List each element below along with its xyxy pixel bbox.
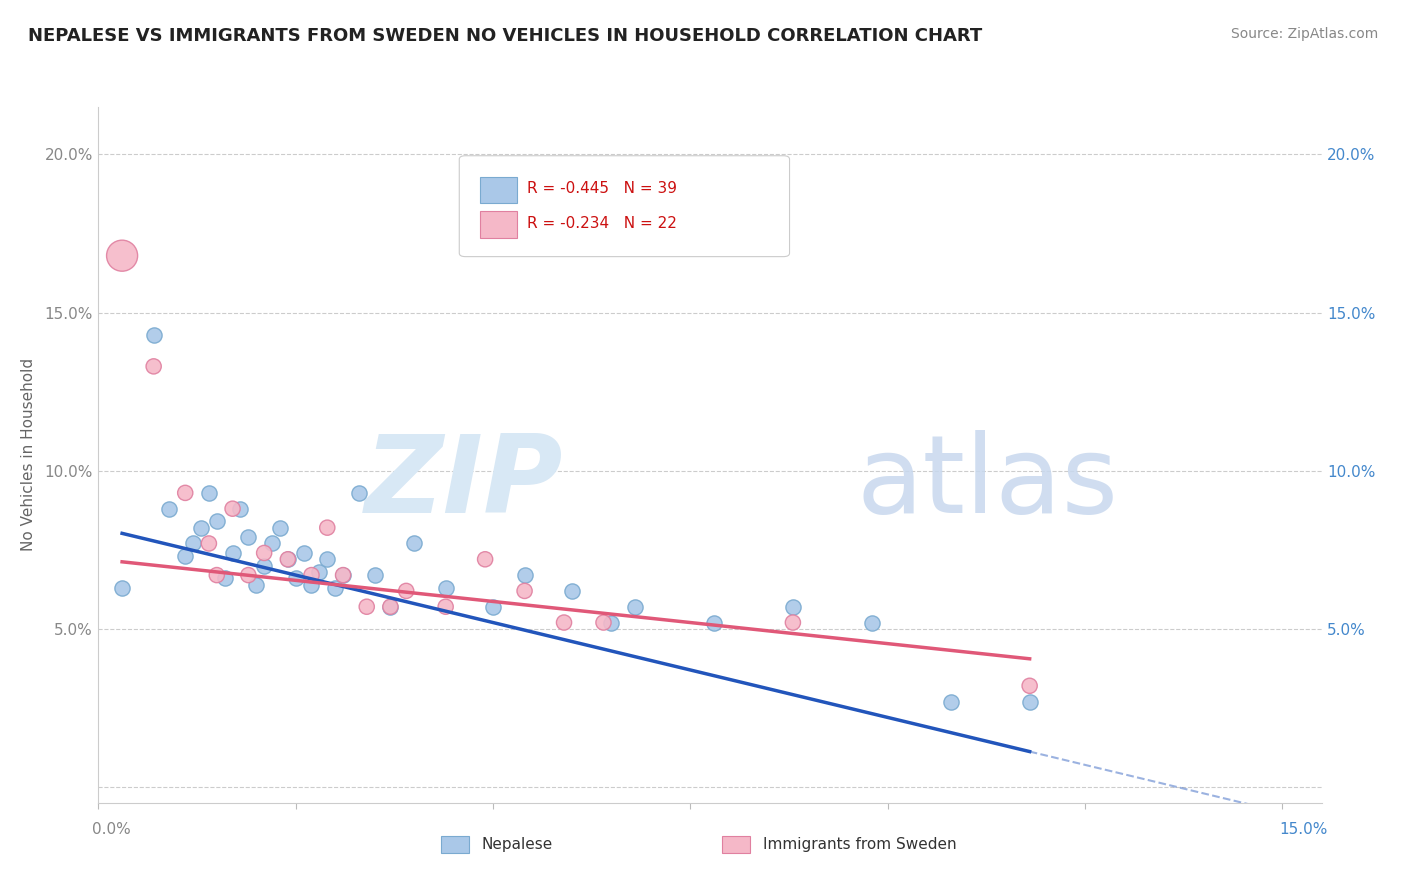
Point bbox=[111, 249, 134, 263]
Point bbox=[269, 521, 291, 535]
Point bbox=[142, 327, 165, 342]
Point bbox=[198, 536, 221, 550]
Point bbox=[205, 568, 228, 582]
Point bbox=[363, 568, 385, 582]
Point bbox=[474, 552, 496, 566]
Text: 0.0%: 0.0% bbox=[93, 822, 131, 838]
Point bbox=[434, 599, 457, 614]
Text: atlas: atlas bbox=[856, 430, 1119, 536]
Point bbox=[253, 558, 276, 573]
Point bbox=[142, 359, 165, 374]
Bar bbox=[723, 836, 751, 853]
Point bbox=[238, 530, 260, 544]
Point bbox=[229, 501, 252, 516]
Text: 15.0%: 15.0% bbox=[1279, 822, 1327, 838]
Point bbox=[214, 571, 236, 585]
Point bbox=[174, 486, 197, 500]
Point bbox=[277, 552, 299, 566]
Point bbox=[592, 615, 614, 630]
Point bbox=[205, 514, 228, 528]
Bar bbox=[479, 211, 517, 238]
Point bbox=[174, 549, 197, 563]
Point bbox=[404, 536, 426, 550]
Point bbox=[308, 565, 330, 579]
Point bbox=[380, 599, 402, 614]
Point bbox=[221, 501, 243, 516]
Point bbox=[782, 599, 804, 614]
Point bbox=[600, 615, 623, 630]
Point bbox=[181, 536, 204, 550]
Text: R = -0.445   N = 39: R = -0.445 N = 39 bbox=[526, 181, 676, 196]
Point bbox=[347, 486, 370, 500]
Point bbox=[434, 581, 457, 595]
Point bbox=[782, 615, 804, 630]
Bar bbox=[441, 836, 470, 853]
Point bbox=[703, 615, 725, 630]
Point bbox=[860, 615, 883, 630]
Point bbox=[332, 568, 354, 582]
Text: Immigrants from Sweden: Immigrants from Sweden bbox=[762, 837, 956, 852]
Point bbox=[198, 486, 221, 500]
Point bbox=[482, 599, 505, 614]
Point bbox=[245, 577, 267, 591]
Text: R = -0.234   N = 22: R = -0.234 N = 22 bbox=[526, 216, 676, 231]
Point bbox=[292, 546, 315, 560]
Point bbox=[513, 568, 536, 582]
Point bbox=[260, 536, 283, 550]
Point bbox=[159, 501, 181, 516]
Point bbox=[253, 546, 276, 560]
Point bbox=[238, 568, 260, 582]
Point bbox=[301, 577, 323, 591]
Point bbox=[380, 599, 402, 614]
Point bbox=[624, 599, 647, 614]
Point bbox=[1018, 695, 1040, 709]
Point bbox=[513, 583, 536, 598]
Point bbox=[561, 583, 583, 598]
Point bbox=[221, 546, 243, 560]
Point bbox=[395, 583, 418, 598]
Text: Source: ZipAtlas.com: Source: ZipAtlas.com bbox=[1230, 27, 1378, 41]
Point bbox=[277, 552, 299, 566]
Point bbox=[323, 581, 346, 595]
Point bbox=[111, 581, 134, 595]
Point bbox=[284, 571, 307, 585]
Point bbox=[332, 568, 354, 582]
Bar bbox=[479, 177, 517, 203]
FancyBboxPatch shape bbox=[460, 156, 790, 257]
Point bbox=[316, 521, 339, 535]
Point bbox=[1018, 679, 1040, 693]
Text: ZIP: ZIP bbox=[366, 430, 564, 536]
Text: NEPALESE VS IMMIGRANTS FROM SWEDEN NO VEHICLES IN HOUSEHOLD CORRELATION CHART: NEPALESE VS IMMIGRANTS FROM SWEDEN NO VE… bbox=[28, 27, 983, 45]
Point bbox=[190, 521, 212, 535]
Point bbox=[553, 615, 575, 630]
Y-axis label: No Vehicles in Household: No Vehicles in Household bbox=[21, 359, 37, 551]
Point bbox=[356, 599, 378, 614]
Point bbox=[301, 568, 323, 582]
Text: Nepalese: Nepalese bbox=[481, 837, 553, 852]
Point bbox=[316, 552, 339, 566]
Point bbox=[939, 695, 962, 709]
